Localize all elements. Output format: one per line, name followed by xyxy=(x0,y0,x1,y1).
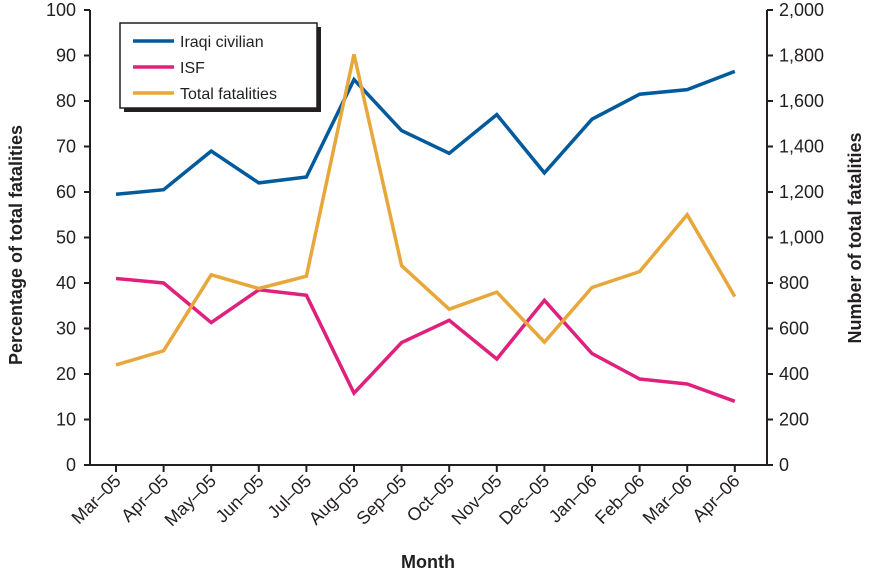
right-y-tick-label: 800 xyxy=(779,273,809,293)
right-y-tick-label: 400 xyxy=(779,364,809,384)
right-y-tick-label: 0 xyxy=(779,455,789,475)
legend: Iraqi civilian ISF Total fatalities xyxy=(119,22,321,112)
right-y-tick-label: 2,000 xyxy=(779,0,824,20)
right-y-ticks: 0 200 400 600 800 1,000 1,200 1,400 1,600 1,800 2,… xyxy=(767,0,824,475)
left-y-tick-label: 80 xyxy=(56,91,76,111)
x-tick-label: Aug–05 xyxy=(305,471,363,529)
legend-label-iraqi-civilian: Iraqi civilian xyxy=(180,34,264,51)
left-y-axis-title: Percentage of total fatalities xyxy=(6,125,26,365)
x-tick-label: Mar–06 xyxy=(639,471,696,528)
left-y-tick-label: 0 xyxy=(66,455,76,475)
left-y-tick-label: 50 xyxy=(56,228,76,248)
series-line-total-fatalities xyxy=(115,54,737,367)
left-y-tick-label: 70 xyxy=(56,137,76,157)
legend-label-isf: ISF xyxy=(180,60,205,77)
x-tick-label: Jun–05 xyxy=(212,471,268,527)
right-y-tick-label: 1,200 xyxy=(779,182,824,202)
right-y-tick-label: 1,400 xyxy=(779,137,824,157)
right-y-tick-label: 1,600 xyxy=(779,91,824,111)
x-tick-label: Feb–06 xyxy=(591,471,648,528)
right-y-tick-label: 600 xyxy=(779,319,809,339)
legend-items: Iraqi civilian ISF Total fatalities xyxy=(133,34,277,103)
x-tick-label: Dec–05 xyxy=(495,471,553,529)
left-y-ticks: 0 10 20 30 40 50 60 70 80 90 100 xyxy=(46,0,90,475)
x-tick-label: Mar–05 xyxy=(68,471,125,528)
x-tick-label: Jan–06 xyxy=(545,471,601,527)
series-line-iraqi-civilian xyxy=(115,69,736,197)
x-tick-label: Apr–06 xyxy=(688,471,743,526)
x-ticks: Mar–05Apr–05May–05Jun–05Jul–05Aug–05Sep–… xyxy=(68,465,744,530)
left-y-tick-label: 20 xyxy=(56,364,76,384)
left-y-tick-label: 10 xyxy=(56,410,76,430)
right-y-tick-label: 1,800 xyxy=(779,46,824,66)
left-y-tick-label: 60 xyxy=(56,182,76,202)
x-tick-label: May–05 xyxy=(161,471,220,530)
left-y-tick-label: 40 xyxy=(56,273,76,293)
right-y-axis-title: Number of total fatalities xyxy=(845,132,865,343)
left-y-tick-label: 100 xyxy=(46,0,76,20)
x-tick-label: Nov–05 xyxy=(448,471,506,529)
series-line-isf xyxy=(115,276,736,403)
x-axis-title: Month xyxy=(401,552,455,572)
left-y-tick-label: 90 xyxy=(56,46,76,66)
right-y-tick-label: 1,000 xyxy=(779,228,824,248)
x-tick-label: Sep–05 xyxy=(352,471,410,529)
legend-label-total-fatalities: Total fatalities xyxy=(180,86,277,103)
series-lines xyxy=(115,54,737,403)
left-y-tick-label: 30 xyxy=(56,319,76,339)
right-y-tick-label: 200 xyxy=(779,410,809,430)
